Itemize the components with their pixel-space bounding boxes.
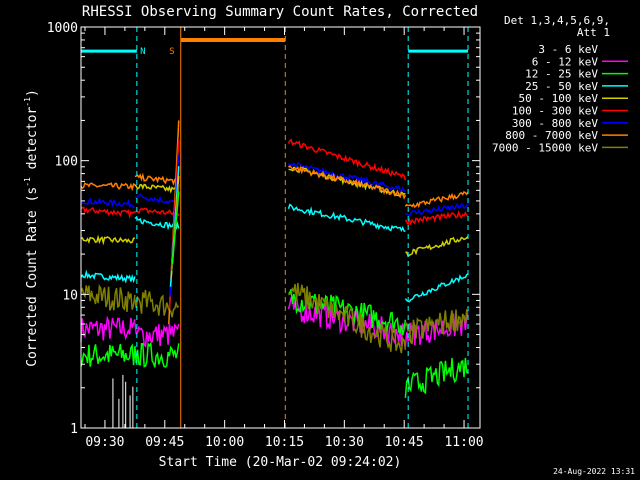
series-line <box>134 193 180 206</box>
series-line <box>80 197 135 209</box>
flag-label: S <box>169 47 174 57</box>
series-line <box>134 216 180 231</box>
series-line <box>134 341 180 368</box>
series-line <box>405 235 469 258</box>
series-line <box>404 357 468 398</box>
series-line <box>404 210 469 226</box>
series-line <box>288 165 407 200</box>
x-axis-label: Start Time (20-Mar-02 09:24:02) <box>159 455 402 470</box>
y-tick-label: 100 <box>55 155 78 170</box>
series-line <box>134 289 180 318</box>
legend-header: Det 1,3,4,5,6,9, <box>504 14 610 27</box>
legend-entry-label: 300 - 800 keV <box>512 117 598 130</box>
series-line <box>287 203 406 233</box>
x-tick-label: 10:00 <box>205 435 244 450</box>
chart-title: RHESSI Observing Summary Count Rates, Co… <box>82 4 478 20</box>
legend-entry-label: 7000 - 15000 keV <box>492 141 598 154</box>
series-line <box>287 162 406 193</box>
series-line <box>404 308 469 345</box>
series-line <box>80 206 136 220</box>
series-line <box>134 207 180 217</box>
x-tick-label: 11:00 <box>444 435 483 450</box>
series-line <box>80 283 136 312</box>
x-tick-label: 10:15 <box>265 435 304 450</box>
series-line <box>80 269 136 284</box>
series-line <box>134 322 180 348</box>
legend-entry-label: 3 - 6 keV <box>538 43 598 56</box>
timestamp: 24-Aug-2022 13:31 <box>553 467 635 476</box>
legend-entry-label: 25 - 50 keV <box>525 80 598 93</box>
series-line <box>80 315 136 342</box>
legend-header: Att 1 <box>577 26 610 39</box>
legend-entry-label: 50 - 100 keV <box>519 92 599 105</box>
x-tick-label: 09:30 <box>85 435 124 450</box>
series-line <box>80 182 136 192</box>
series-line <box>287 138 407 181</box>
series-line <box>405 202 469 218</box>
flag-label: N <box>140 47 145 57</box>
y-tick-label: 1 <box>70 422 78 437</box>
series-line <box>288 282 407 354</box>
y-tick-label: 10 <box>62 288 78 303</box>
y-axis-label: Corrected Count Rate (s-1 detector-1) <box>23 89 40 367</box>
series-line <box>80 343 136 367</box>
y-tick-label: 1000 <box>47 21 78 36</box>
x-tick-label: 10:45 <box>385 435 424 450</box>
series-line <box>404 273 469 303</box>
legend-entry-label: 6 - 12 keV <box>532 55 599 68</box>
series-line <box>80 234 135 246</box>
series-line <box>134 172 180 186</box>
legend-entry-label: 100 - 300 keV <box>512 105 598 118</box>
series-line <box>404 190 469 209</box>
plot-frame <box>80 26 481 429</box>
legend-entry-label: 800 - 7000 keV <box>505 129 598 142</box>
series-line <box>134 183 179 194</box>
x-tick-label: 09:45 <box>145 435 184 450</box>
rise-line <box>171 191 180 265</box>
legend-entry-label: 12 - 25 keV <box>525 68 598 81</box>
x-tick-label: 10:30 <box>325 435 364 450</box>
